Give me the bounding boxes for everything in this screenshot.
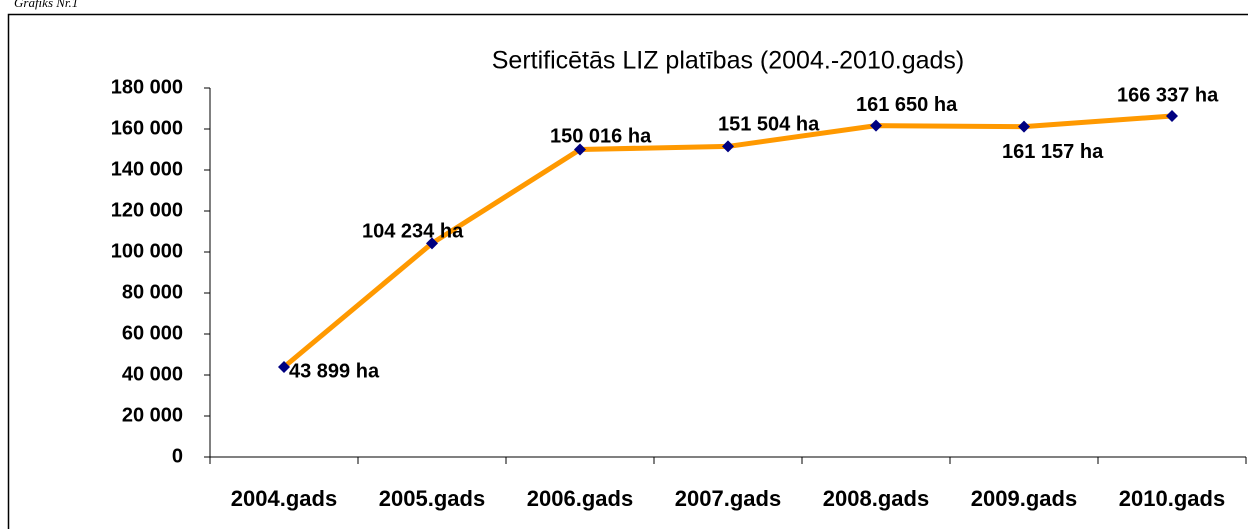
data-label: 161 157 ha bbox=[1002, 141, 1104, 163]
x-tick-label: 2008.gads bbox=[823, 486, 929, 511]
data-label: 166 337 ha bbox=[1117, 84, 1219, 106]
y-tick-label: 0 bbox=[172, 445, 183, 467]
x-tick-label: 2009.gads bbox=[971, 486, 1077, 511]
y-tick-label: 140 000 bbox=[111, 158, 183, 180]
chart-title: Sertificētās LIZ platības (2004.-2010.ga… bbox=[492, 47, 965, 75]
data-label: 161 650 ha bbox=[856, 94, 958, 116]
x-tick-label: 2010.gads bbox=[1119, 486, 1225, 511]
data-label: 151 504 ha bbox=[718, 114, 820, 136]
x-tick-label: 2004.gads bbox=[231, 486, 337, 511]
data-label: 104 234 ha bbox=[362, 221, 464, 243]
marker bbox=[722, 140, 734, 153]
y-tick-label: 120 000 bbox=[111, 199, 183, 221]
y-tick-label: 60 000 bbox=[122, 322, 183, 344]
marker bbox=[278, 361, 290, 374]
marker bbox=[574, 143, 586, 156]
marker bbox=[870, 119, 882, 132]
y-tick-label: 100 000 bbox=[111, 240, 183, 262]
caption: Grafiks Nr.1 bbox=[14, 0, 78, 10]
y-tick-label: 180 000 bbox=[111, 76, 183, 98]
x-tick-label: 2005.gads bbox=[379, 486, 485, 511]
data-label: 150 016 ha bbox=[550, 126, 652, 148]
marker bbox=[1018, 120, 1030, 133]
y-tick-label: 160 000 bbox=[111, 117, 183, 139]
marker bbox=[426, 237, 438, 250]
marker bbox=[1166, 110, 1178, 123]
x-tick-label: 2007.gads bbox=[675, 486, 781, 511]
y-tick-label: 80 000 bbox=[122, 281, 183, 303]
x-tick-label: 2006.gads bbox=[527, 486, 633, 511]
chart-frame bbox=[7, 13, 1248, 529]
y-tick-label: 20 000 bbox=[122, 404, 183, 426]
y-tick-label: 40 000 bbox=[122, 363, 183, 385]
data-label: 43 899 ha bbox=[289, 360, 380, 382]
